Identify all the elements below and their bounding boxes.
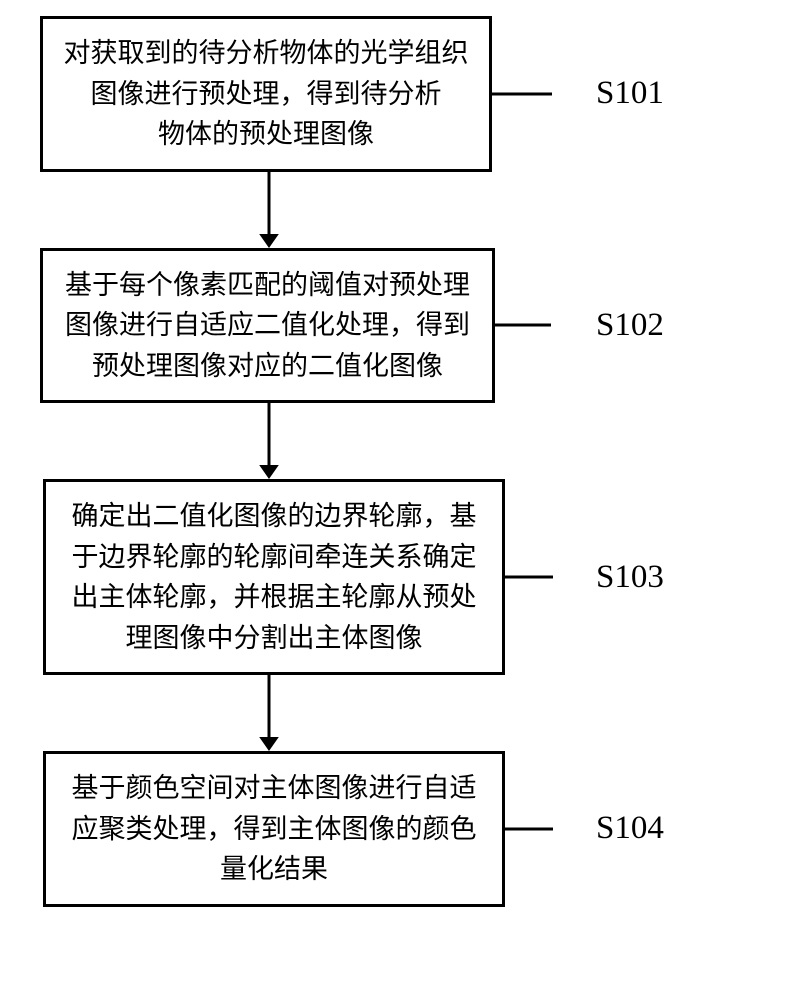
step-row-1: 对获取到的待分析物体的光学组织 图像进行预处理，得到待分析 物体的预处理图像 S… — [40, 16, 760, 172]
step-text-3: 确定出二值化图像的边界轮廓，基 于边界轮廓的轮廓间牵连关系确定 出主体轮廓，并根… — [64, 496, 484, 658]
step-label-2: S102 — [596, 307, 664, 344]
step-box-4: 基于颜色空间对主体图像进行自适 应聚类处理，得到主体图像的颜色 量化结果 — [43, 751, 505, 907]
step-text-2: 基于每个像素匹配的阈值对预处理 图像进行自适应二值化处理，得到 预处理图像对应的… — [61, 265, 474, 387]
arrow-1 — [40, 172, 760, 248]
flowchart-container: 对获取到的待分析物体的光学组织 图像进行预处理，得到待分析 物体的预处理图像 S… — [40, 16, 760, 907]
step-text-1: 对获取到的待分析物体的光学组织 图像进行预处理，得到待分析 物体的预处理图像 — [61, 33, 471, 155]
step-text-4: 基于颜色空间对主体图像进行自适 应聚类处理，得到主体图像的颜色 量化结果 — [64, 768, 484, 890]
arrow-3 — [40, 675, 760, 751]
step-box-2: 基于每个像素匹配的阈值对预处理 图像进行自适应二值化处理，得到 预处理图像对应的… — [40, 248, 495, 404]
step-label-4: S104 — [596, 810, 664, 847]
step-label-1: S101 — [596, 75, 664, 112]
step-row-2: 基于每个像素匹配的阈值对预处理 图像进行自适应二值化处理，得到 预处理图像对应的… — [40, 248, 760, 404]
step-box-1: 对获取到的待分析物体的光学组织 图像进行预处理，得到待分析 物体的预处理图像 — [40, 16, 492, 172]
arrow-2 — [40, 403, 760, 479]
step-row-3: 确定出二值化图像的边界轮廓，基 于边界轮廓的轮廓间牵连关系确定 出主体轮廓，并根… — [40, 479, 760, 675]
step-row-4: 基于颜色空间对主体图像进行自适 应聚类处理，得到主体图像的颜色 量化结果 S10… — [40, 751, 760, 907]
step-box-3: 确定出二值化图像的边界轮廓，基 于边界轮廓的轮廓间牵连关系确定 出主体轮廓，并根… — [43, 479, 505, 675]
step-label-3: S103 — [596, 559, 664, 596]
